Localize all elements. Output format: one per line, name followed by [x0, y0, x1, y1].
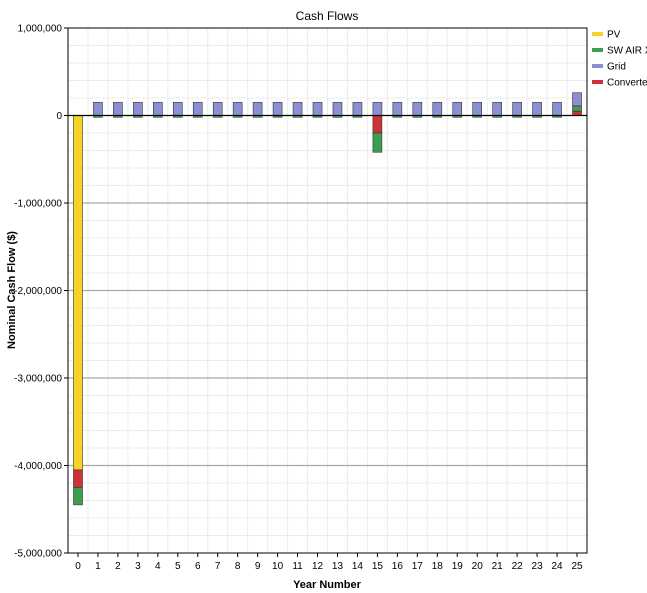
bar-grid-year-6: [192, 102, 203, 116]
y-tick-label: -5,000,000: [14, 549, 62, 560]
bar-grid-year-4: [153, 102, 163, 116]
x-tick-label: 19: [452, 561, 464, 572]
x-tick-label: 13: [332, 561, 344, 572]
x-tick-label: 25: [571, 561, 583, 572]
x-tick-label: 15: [372, 561, 384, 572]
y-tick-label: 1,000,000: [18, 24, 63, 35]
y-tick-label: -4,000,000: [14, 461, 62, 472]
x-tick-label: 10: [272, 561, 284, 572]
legend-entry: PV: [607, 30, 621, 41]
x-tick-label: 14: [352, 561, 364, 572]
legend-swatch: [592, 48, 603, 52]
legend-entry: Grid: [607, 62, 626, 73]
bar-grid-year-2: [113, 102, 123, 116]
bar-grid-year-24: [552, 102, 562, 116]
legend-swatch: [592, 64, 603, 68]
y-tick-label: -1,000,000: [14, 199, 62, 210]
x-axis-label: Year Number: [293, 579, 362, 591]
x-tick-label: 21: [492, 561, 504, 572]
bar-converter-year-25: [572, 110, 582, 116]
y-tick-label: -2,000,000: [14, 286, 62, 297]
bar-grid-year-1: [93, 102, 103, 116]
legend: PV SW AIR X Grid Converter: [592, 30, 647, 89]
bar-grid-year-11: [292, 102, 303, 116]
bar-grid-year-15: [372, 102, 383, 116]
bar-grid-year-12: [312, 102, 323, 116]
x-tick-label: 5: [175, 561, 181, 572]
x-tick-label: 24: [551, 561, 563, 572]
bar-grid-year-5: [172, 102, 183, 116]
bar-sw-air-x-year-25: [572, 105, 582, 112]
x-tick-label: 6: [195, 561, 201, 572]
bar-grid-year-14: [352, 102, 363, 116]
x-tick-label: 3: [135, 561, 141, 572]
bar-grid-year-19: [452, 102, 463, 116]
bar-grid-year-9: [252, 102, 263, 116]
bar-grid-year-3: [133, 102, 143, 116]
x-tick-label: 2: [115, 561, 121, 572]
legend-swatch: [592, 32, 603, 36]
bar-sw-air-x-year-15: [372, 132, 383, 153]
y-axis-label: Nominal Cash Flow ($): [6, 231, 18, 349]
x-tick-label: 0: [75, 561, 81, 572]
bar-grid-year-22: [512, 102, 522, 116]
legend-entry: SW AIR X: [607, 46, 647, 57]
x-tick-label: 4: [155, 561, 161, 572]
x-tick-label: 12: [312, 561, 324, 572]
x-tick-label: 11: [292, 561, 303, 572]
y-tick-labels: 1,000,000 0 -1,000,000 -2,000,000 -3,000,000…: [14, 24, 68, 560]
bars: [73, 92, 582, 506]
bar-sw-air-x-year-0: [73, 487, 83, 506]
x-tick-label: 22: [512, 561, 524, 572]
bar-grid-year-23: [532, 102, 542, 116]
bar-grid-year-7: [212, 102, 223, 116]
bar-grid-year-13: [332, 102, 343, 116]
bar-grid-year-8: [232, 102, 243, 116]
bar-grid-year-17: [412, 102, 423, 116]
bar-grid-year-21: [492, 102, 502, 116]
bar-converter-year-0: [73, 469, 83, 488]
x-tick-label: 7: [215, 561, 221, 572]
y-tick-label: 0: [56, 111, 62, 122]
y-tick-label: -3,000,000: [14, 374, 62, 385]
x-tick-label: 17: [412, 561, 424, 572]
bar-pv-year-0: [73, 115, 83, 471]
bar-grid-year-16: [392, 102, 403, 116]
chart-title: Cash Flows: [296, 9, 359, 23]
x-tick-label: 23: [532, 561, 544, 572]
x-tick-label: 16: [392, 561, 404, 572]
bar-grid-year-20: [472, 102, 483, 116]
legend-swatch: [592, 80, 603, 84]
x-tick-label: 8: [235, 561, 241, 572]
bar-grid-year-25: [572, 92, 582, 107]
bar-converter-year-15: [372, 115, 383, 134]
x-tick-labels: 0 1 2 3 4 5 6 7 8 9 10 11 12 13 14 15 16 17 18 19 20 21 22 23 24…: [75, 553, 583, 572]
x-tick-label: 1: [95, 561, 101, 572]
x-tick-label: 20: [472, 561, 484, 572]
x-tick-label: 9: [255, 561, 261, 572]
bar-grid-year-18: [432, 102, 443, 116]
bar-grid-year-10: [272, 102, 283, 116]
x-tick-label: 18: [432, 561, 444, 572]
legend-entry: Converter: [607, 78, 647, 89]
